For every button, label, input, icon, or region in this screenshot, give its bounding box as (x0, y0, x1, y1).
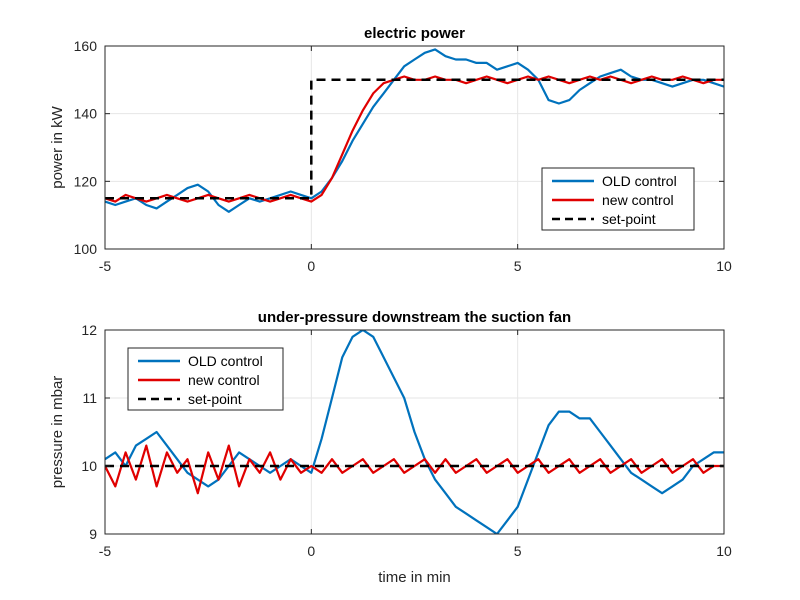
x-axis-label: time in min (378, 569, 451, 586)
x-tick-label: 0 (307, 258, 315, 274)
chart-2: -5 0 5 10 9 10 11 12 under-pressure downstream t… (49, 309, 732, 586)
y-tick-label: 100 (74, 241, 98, 257)
chart-title: under-pressure downstream the suction fa… (258, 309, 571, 326)
x-tick-label: 5 (514, 543, 522, 559)
axes-box (104, 45, 725, 250)
legend-label: set-point (602, 211, 656, 227)
x-tick-label: -5 (99, 543, 112, 559)
y-tick-label: 11 (82, 390, 97, 406)
series-line-set-point (105, 78, 724, 200)
x-tick-label: 0 (307, 543, 315, 559)
axes-box (104, 329, 725, 535)
y-axis-label: power in kW (49, 105, 66, 188)
y-tick-label: 9 (89, 526, 97, 542)
chart-1: -5 0 5 10 100 120 140 160 electric power power in… (49, 25, 732, 274)
x-tick-label: 10 (716, 543, 732, 559)
y-tick-label: 12 (81, 322, 97, 338)
x-tick-label: 10 (716, 258, 732, 274)
series-line-old-control (105, 48, 724, 213)
legend: OLD control new control set-point (127, 347, 284, 411)
y-tick-label: 10 (81, 458, 97, 474)
x-tick-label: 5 (514, 258, 522, 274)
legend: OLD control new control set-point (541, 167, 695, 231)
legend-label: new control (602, 192, 674, 208)
x-tick-label: -5 (99, 258, 112, 274)
y-axis-label: pressure in mbar (49, 376, 66, 489)
y-tick-label: 140 (74, 106, 98, 122)
y-tick-label: 120 (74, 173, 98, 189)
legend-label: set-point (188, 391, 242, 407)
series-line-old-control (105, 330, 724, 534)
legend-label: new control (188, 372, 260, 388)
chart-title: electric power (364, 25, 465, 42)
legend-label: OLD control (602, 173, 677, 189)
legend-label: OLD control (188, 353, 263, 369)
y-tick-label: 160 (74, 38, 98, 54)
